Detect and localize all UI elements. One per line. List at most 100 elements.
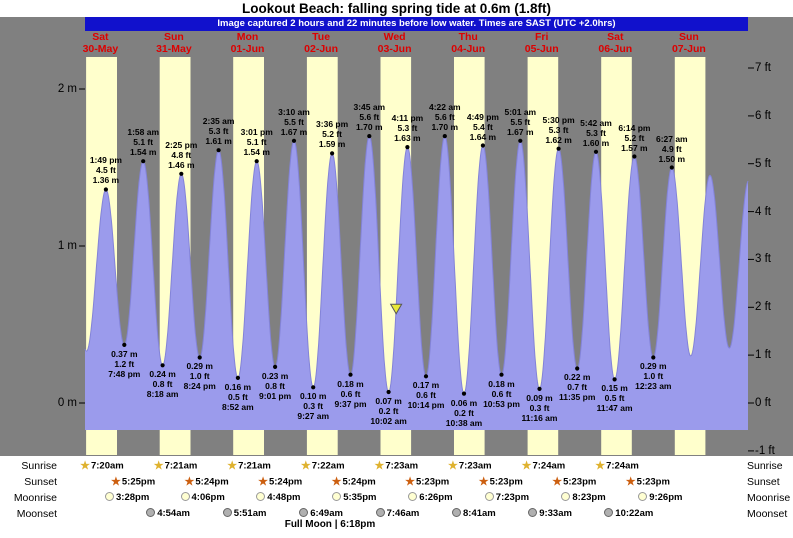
almanac-time: 7:24am: [532, 460, 566, 472]
tide-height-ft: 1.0 ft: [643, 371, 664, 382]
sunrise-icon: ★: [374, 460, 385, 472]
tide-time: 4:22 am: [428, 102, 461, 113]
tide-height-ft: 0.2 ft: [454, 407, 474, 418]
sunset-icon: ★: [184, 476, 195, 488]
tide-area: [85, 136, 748, 430]
tide-time: 3:36 pm: [316, 119, 349, 130]
sunset-icon: ★: [258, 476, 268, 488]
day-name: Thu: [458, 31, 478, 43]
tide-time: 8:18 am: [146, 389, 179, 400]
tide-annotation-low: 0.29 m 1.0 ft 8:24 pm: [184, 361, 216, 391]
almanac-entry-moonrise: 8:23pm: [561, 491, 606, 505]
almanac-time: 8:23pm: [572, 492, 606, 503]
sunrise-icon: ★: [227, 460, 238, 472]
tide-time: 11:16 am: [521, 412, 558, 423]
almanac-entry-moonrise: 5:35pm: [332, 491, 376, 505]
almanac-time: 7:23am: [385, 460, 419, 472]
tide-extreme-dot: [216, 148, 221, 153]
tide-extreme-dot: [593, 149, 599, 154]
day-date: 03-Jun: [377, 42, 412, 55]
tide-height-ft: 5.3 ft: [208, 126, 229, 137]
day-name: Fri: [534, 31, 549, 43]
tide-extreme-dot: [197, 355, 202, 360]
tide-annotation-high: 2:35 am 5.3 ft 1.61 m: [203, 116, 235, 146]
almanac-time: 5:25pm: [121, 476, 156, 488]
tide-time: 10:02 am: [370, 416, 407, 426]
tide-extreme-dot: [499, 372, 504, 377]
sunrise-icon: ★: [153, 460, 164, 472]
tide-height-ft: 0.8 ft: [265, 380, 286, 391]
almanac-time: 7:24am: [606, 460, 639, 472]
almanac-time: 8:41am: [463, 508, 496, 519]
almanac-entry-sunset: ★5:23pm: [479, 475, 523, 490]
tide-annotation-high: 1:58 am 5.1 ft 1.54 m: [127, 127, 159, 157]
almanac-time: 4:48pm: [267, 492, 301, 503]
day-name: Mon: [236, 31, 259, 43]
y-axis-label-right: 7 ft: [755, 62, 771, 74]
moonset-icon: [299, 508, 309, 517]
tide-annotation-high: 5:01 am 5.5 ft 1.67 m: [504, 107, 536, 137]
tide-height-m: 1.57 m: [621, 142, 648, 153]
tide-extreme-dot: [273, 364, 278, 369]
tide-annotation-low: 0.22 m 0.7 ft 11:35 pm: [559, 372, 595, 402]
tide-height-ft: 5.5 ft: [510, 116, 531, 127]
tide-extreme-dot: [461, 391, 467, 396]
almanac-entry-sunrise: ★7:24am: [595, 459, 639, 474]
tide-time: 9:01 pm: [259, 390, 292, 401]
tide-time: 8:52 am: [222, 401, 254, 412]
tide-extreme-dot: [423, 374, 429, 379]
almanac-label-sunrise-left: Sunrise: [21, 460, 57, 472]
tide-annotation-high: 6:27 am 4.9 ft 1.50 m: [656, 134, 688, 164]
tide-extreme-dot: [612, 377, 617, 382]
almanac-entry-moonrise: 9:26pm: [638, 491, 682, 505]
almanac-entry-moonset: 5:51am: [222, 507, 266, 521]
tide-time: 3:45 am: [353, 102, 386, 113]
almanac-entry-moonset: 9:33am: [528, 507, 572, 521]
tide-extreme-dot: [575, 366, 580, 371]
tide-extreme-dot: [179, 171, 184, 176]
day-label: Sat 06-Jun: [598, 31, 632, 55]
tide-height-ft: 4.8 ft: [171, 149, 192, 160]
almanac-label-moonrise-left: Moonrise: [13, 492, 57, 504]
tide-height-ft: 0.3 ft: [303, 401, 324, 412]
tide-annotation-low: 0.24 m 0.8 ft 8:18 am: [147, 369, 179, 399]
tide-time: 12:23 am: [635, 381, 672, 392]
moonset-icon: [604, 508, 614, 517]
tide-annotation-high: 2:25 pm 4.8 ft 1.46 m: [165, 140, 197, 170]
almanac-entry-moonrise: 4:06pm: [180, 491, 225, 505]
tide-time: 5:01 am: [504, 106, 537, 117]
tide-extreme-dot: [235, 375, 240, 380]
tide-annotation-high: 1:49 pm 4.5 ft 1.36 m: [90, 155, 122, 185]
almanac-time: 5:35pm: [343, 492, 377, 503]
tide-extreme-dot: [442, 134, 447, 139]
tide-time: 5:42 am: [580, 117, 612, 128]
tide-time: 1:58 am: [127, 127, 160, 138]
almanac-time: 9:26pm: [649, 492, 683, 503]
almanac-entry-moonrise: 3:28pm: [105, 491, 149, 505]
tide-extreme-dot: [405, 145, 410, 150]
almanac-entry-sunset: ★5:23pm: [552, 475, 596, 490]
almanac-entry-moonset: 8:41am: [452, 507, 496, 521]
tide-annotation-low: 0.09 m 0.3 ft 11:16 am: [522, 393, 558, 423]
tide-height-m: 1.50 m: [658, 153, 686, 164]
tide-height-m: 0.07 m: [375, 396, 402, 406]
y-axis-label-right: 1 ft: [755, 349, 771, 362]
tide-height-ft: 5.3 ft: [586, 127, 606, 138]
almanac-label-sunset-right: Sunset: [747, 476, 780, 488]
tide-height-m: 1.54 m: [129, 147, 157, 158]
current-tide-marker-icon: [389, 303, 403, 315]
sunrise-icon: ★: [448, 460, 458, 472]
moonrise-icon: [638, 492, 648, 501]
almanac-time: 7:23pm: [495, 492, 530, 503]
tide-extreme-dot: [480, 143, 485, 148]
almanac-label-sunset-left: Sunset: [24, 476, 57, 488]
almanac-time: 6:26pm: [419, 492, 453, 503]
day-date: 31-May: [156, 42, 192, 55]
tide-extreme-dot: [632, 154, 637, 159]
tide-height-ft: 0.5 ft: [227, 391, 248, 402]
almanac-entry-moonset: 7:46am: [375, 507, 419, 521]
y-axis-label-right: -1 ft: [755, 444, 775, 457]
almanac-label-moonset-right: Moonset: [747, 508, 788, 520]
tide-height-m: 0.10 m: [299, 391, 327, 402]
tide-height-m: 0.16 m: [224, 381, 252, 392]
